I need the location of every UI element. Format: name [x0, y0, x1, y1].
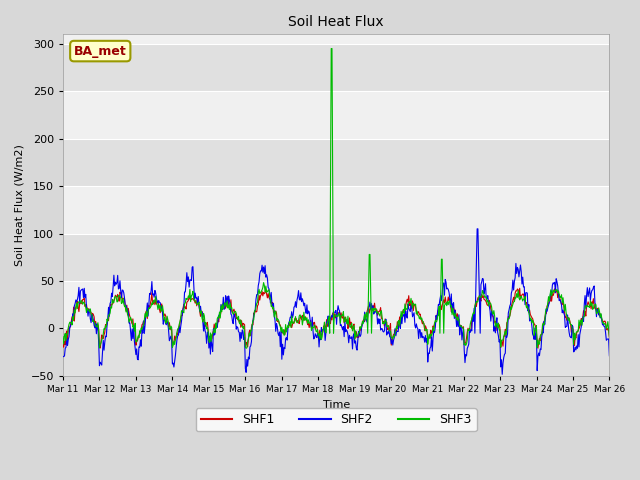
SHF3	[59, 334, 67, 339]
SHF2	[474, 226, 481, 232]
SHF1	[516, 286, 524, 291]
SHF2	[499, 372, 506, 377]
Legend: SHF1, SHF2, SHF3: SHF1, SHF2, SHF3	[196, 408, 477, 431]
SHF1	[59, 341, 67, 347]
SHF3	[125, 319, 133, 325]
SHF2	[125, 320, 133, 326]
SHF1	[419, 321, 426, 327]
SHF1	[125, 311, 133, 316]
SHF1	[605, 335, 613, 340]
SHF3	[209, 329, 217, 335]
SHF2	[605, 353, 613, 359]
Line: SHF1: SHF1	[63, 288, 609, 348]
SHF3	[180, 300, 188, 306]
SHF3	[328, 46, 335, 51]
SHF3	[605, 334, 613, 339]
SHF1	[209, 327, 217, 333]
SHF2	[59, 354, 67, 360]
SHF3	[243, 346, 250, 351]
SHF1	[403, 299, 410, 304]
SHF3	[420, 321, 428, 327]
SHF2	[209, 326, 217, 332]
SHF3	[404, 301, 412, 307]
Bar	[63, 44, 609, 91]
SHF1	[69, 318, 77, 324]
Bar	[63, 234, 609, 281]
Title: Soil Heat Flux: Soil Heat Flux	[289, 15, 384, 29]
Y-axis label: Soil Heat Flux (W/m2): Soil Heat Flux (W/m2)	[15, 144, 25, 266]
Bar	[63, 328, 609, 376]
SHF2	[419, 335, 426, 341]
Text: BA_met: BA_met	[74, 45, 127, 58]
SHF2	[180, 289, 188, 295]
Bar	[63, 139, 609, 186]
Line: SHF2: SHF2	[63, 229, 609, 374]
SHF3	[69, 314, 77, 320]
SHF2	[69, 311, 77, 317]
SHF2	[403, 313, 410, 319]
X-axis label: Time: Time	[323, 399, 350, 409]
SHF1	[534, 345, 542, 351]
SHF1	[180, 305, 188, 311]
Line: SHF3: SHF3	[63, 48, 609, 348]
